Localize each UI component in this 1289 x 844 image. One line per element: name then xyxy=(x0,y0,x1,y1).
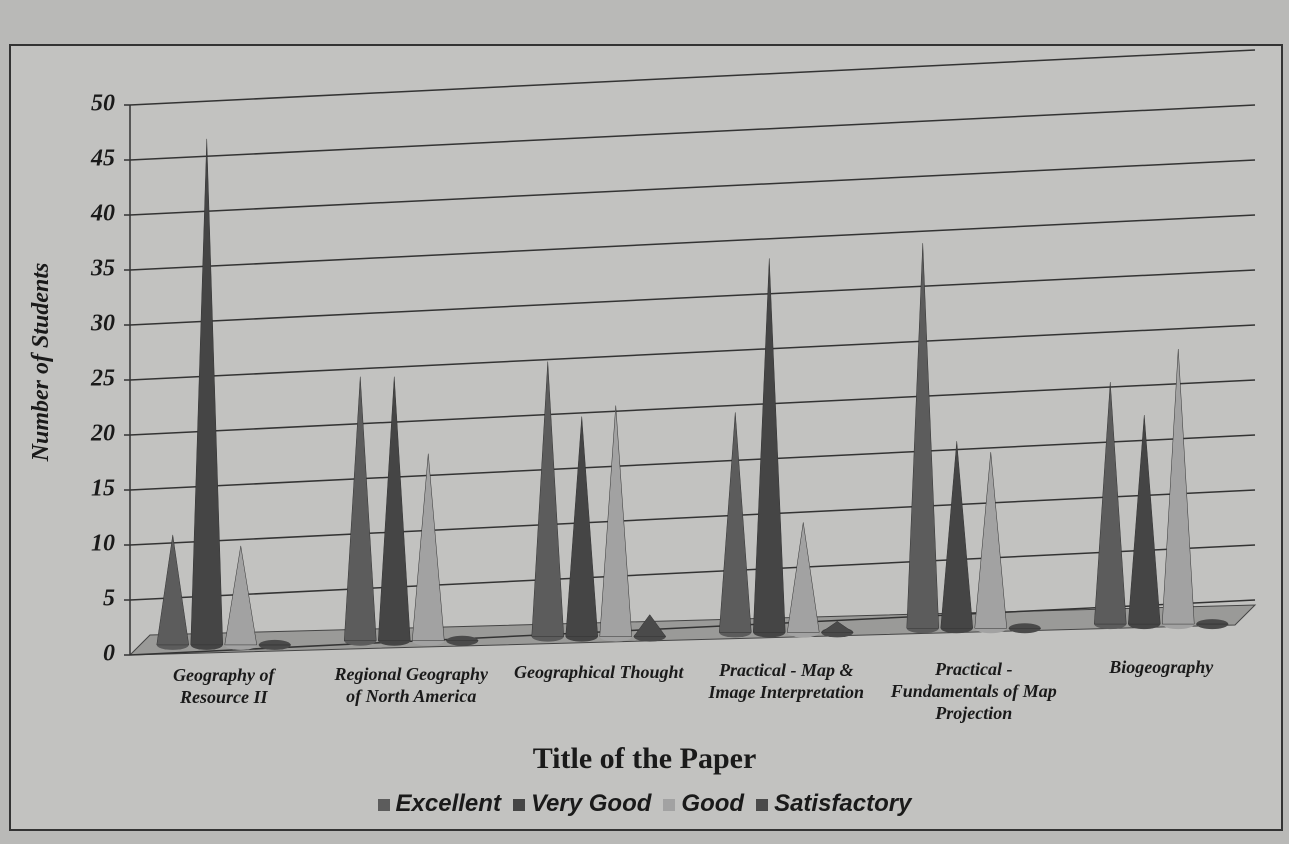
grid-line xyxy=(129,434,1256,491)
legend-item: Satisfactory xyxy=(756,790,911,818)
legend-item: Excellent xyxy=(377,790,501,818)
x-tick-label: Regional Geography of North America xyxy=(334,663,488,706)
cone xyxy=(190,138,224,646)
legend: Excellent Very Good Good Satisfactory xyxy=(0,790,1289,818)
y-tick-label: 35 xyxy=(90,256,115,282)
x-tick-label: Geographical Thought xyxy=(513,661,684,682)
legend-item: Good xyxy=(663,790,744,818)
grid-line xyxy=(129,599,1256,656)
grid-line xyxy=(129,104,1256,161)
legend-label: Excellent xyxy=(395,790,501,817)
cone xyxy=(633,614,667,637)
cone xyxy=(1161,349,1195,625)
x-tick-label: Geography of Resource II xyxy=(173,665,275,708)
grid-line xyxy=(129,49,1256,106)
legend-label: Good xyxy=(681,790,745,817)
cone xyxy=(531,361,565,637)
legend-swatch xyxy=(663,799,676,811)
cone xyxy=(752,258,786,633)
grid-line xyxy=(129,269,1256,326)
x-axis-title: Title of the Paper xyxy=(532,742,757,775)
cone xyxy=(224,545,258,646)
legend-swatch xyxy=(756,799,769,811)
y-tick-label: 45 xyxy=(90,146,115,172)
y-tick-label: 50 xyxy=(91,91,115,117)
cone xyxy=(786,522,820,633)
grid-line xyxy=(129,544,1256,601)
floor xyxy=(128,604,1257,656)
cone xyxy=(156,534,190,646)
legend-item: Very Good xyxy=(512,790,652,818)
x-tick-label: Practical - Fundamentals of Map Projecti… xyxy=(890,658,1057,723)
cone xyxy=(820,621,855,633)
grid-line xyxy=(129,159,1256,216)
grid-line xyxy=(129,489,1256,546)
y-tick-label: 0 xyxy=(103,641,115,667)
legend-label: Very Good xyxy=(530,790,652,817)
cone xyxy=(565,416,599,637)
y-tick-label: 25 xyxy=(90,366,115,392)
y-tick-label: 20 xyxy=(90,421,115,447)
x-tick-label: Biogeography xyxy=(1109,656,1214,677)
cone xyxy=(906,243,940,629)
y-tick-label: 30 xyxy=(90,311,115,337)
y-tick-label: 5 xyxy=(103,586,115,612)
y-tick-label: 15 xyxy=(91,476,115,502)
cone xyxy=(343,376,377,641)
cone xyxy=(1127,415,1161,625)
cone xyxy=(411,453,445,641)
legend-swatch xyxy=(377,799,390,811)
chart-frame xyxy=(9,44,1283,831)
y-axis-title: Number of Students xyxy=(28,263,54,463)
cone xyxy=(1093,382,1127,625)
y-tick-label: 10 xyxy=(91,531,115,557)
y-tick-label: 40 xyxy=(90,201,115,227)
legend-label: Satisfactory xyxy=(774,790,912,817)
grid-line xyxy=(129,214,1256,271)
grid-line xyxy=(129,379,1256,436)
legend-swatch xyxy=(512,799,525,811)
cone xyxy=(718,412,752,633)
cone xyxy=(599,405,633,637)
x-tick-label: Practical - Map & Image Interpretation xyxy=(708,660,864,703)
cone xyxy=(377,376,411,641)
grid-line xyxy=(129,324,1256,381)
cone xyxy=(940,441,974,629)
cone xyxy=(974,452,1008,629)
